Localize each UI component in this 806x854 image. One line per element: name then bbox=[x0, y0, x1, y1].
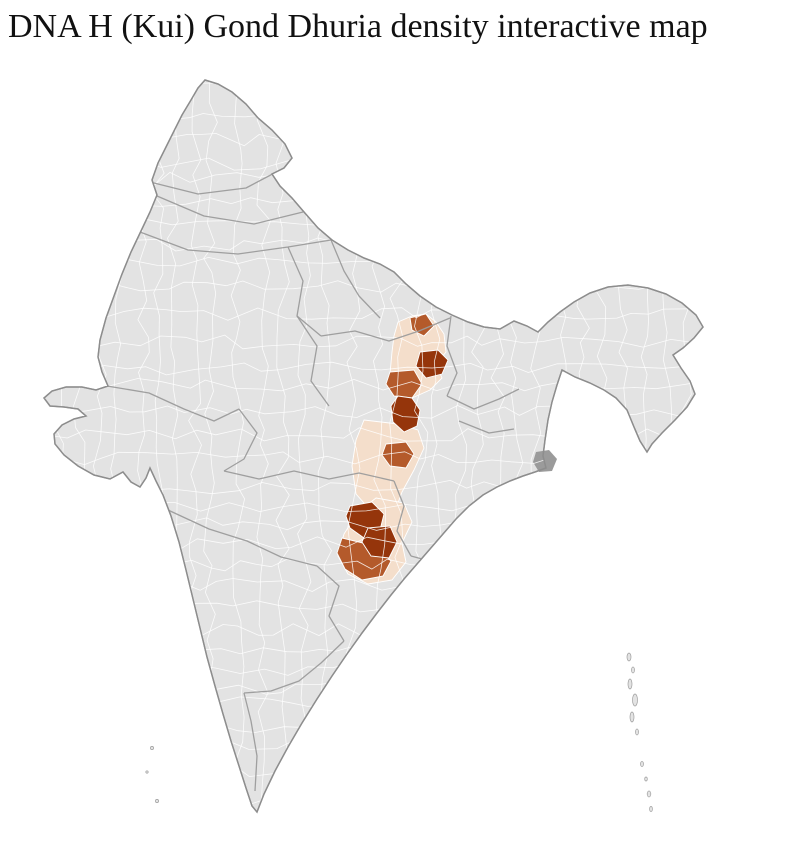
district-border-line bbox=[44, 680, 703, 695]
state-border-line bbox=[156, 195, 304, 225]
state-border-line bbox=[320, 317, 451, 342]
island[interactable] bbox=[627, 678, 633, 690]
district-border-line bbox=[44, 661, 703, 676]
district-border-line bbox=[44, 80, 48, 812]
district-border-line bbox=[44, 720, 703, 733]
district-border-line bbox=[275, 80, 290, 812]
district-region-high[interactable] bbox=[361, 525, 398, 559]
district-border-line bbox=[44, 132, 703, 147]
district-border-line bbox=[614, 80, 629, 812]
district-border-line bbox=[595, 80, 609, 812]
island[interactable] bbox=[632, 693, 638, 707]
district-border-line bbox=[44, 80, 703, 94]
page-title: DNA H (Kui) Gond Dhuria density interact… bbox=[8, 8, 708, 45]
district-border-line bbox=[30, 821, 721, 834]
state-border-line bbox=[287, 246, 322, 337]
district-border-line bbox=[557, 80, 572, 812]
state-border-line bbox=[149, 167, 285, 195]
island[interactable] bbox=[629, 711, 635, 723]
district-border-line bbox=[44, 792, 703, 807]
district-border-line bbox=[44, 762, 703, 778]
island[interactable] bbox=[626, 652, 632, 662]
district-border-line bbox=[576, 80, 591, 812]
lakshadweep-islands[interactable] bbox=[145, 746, 159, 803]
state-border-line bbox=[223, 408, 258, 472]
state-border-line bbox=[458, 420, 515, 434]
state-border-line bbox=[296, 315, 330, 407]
district-border-line bbox=[44, 307, 703, 322]
state-border-line bbox=[223, 470, 395, 482]
state-border-line bbox=[446, 388, 520, 410]
district-border-line bbox=[44, 696, 703, 709]
andaman-nicobar-islands[interactable] bbox=[626, 652, 653, 812]
island[interactable] bbox=[145, 770, 149, 774]
district-border-line bbox=[44, 212, 703, 228]
district-region-high[interactable] bbox=[390, 395, 421, 433]
state-border-line bbox=[106, 385, 240, 422]
district-border-line bbox=[44, 194, 703, 209]
state-border-line bbox=[167, 509, 318, 567]
district-border-line bbox=[52, 80, 67, 812]
island[interactable] bbox=[635, 728, 639, 736]
state-borders bbox=[106, 167, 520, 792]
district-border-line bbox=[634, 80, 649, 812]
state-border-line bbox=[330, 239, 381, 319]
density-regions-layer bbox=[336, 313, 449, 585]
island[interactable] bbox=[155, 799, 159, 803]
district-border-line bbox=[44, 157, 703, 171]
state-border-line bbox=[316, 565, 345, 642]
district-region-high[interactable] bbox=[415, 349, 449, 379]
island[interactable] bbox=[640, 761, 644, 767]
district-border-line bbox=[230, 80, 245, 812]
state-border-line bbox=[446, 315, 458, 397]
island[interactable] bbox=[649, 806, 653, 812]
district-border-line bbox=[679, 80, 695, 812]
island[interactable] bbox=[644, 776, 648, 782]
district-border-line bbox=[44, 106, 703, 121]
island[interactable] bbox=[150, 746, 154, 750]
district-border-line bbox=[44, 361, 703, 376]
district-border-line bbox=[44, 736, 703, 751]
district-border-line bbox=[44, 623, 703, 638]
district-border-line bbox=[44, 171, 703, 186]
state-border-line bbox=[139, 231, 332, 255]
district-border-line bbox=[44, 646, 703, 661]
state-border-line bbox=[243, 640, 345, 694]
district-border-line bbox=[700, 80, 703, 812]
island[interactable] bbox=[646, 790, 652, 798]
district-border-line bbox=[659, 80, 674, 812]
district-border-line bbox=[44, 378, 703, 392]
state-border-line bbox=[393, 480, 412, 557]
island[interactable] bbox=[631, 666, 635, 674]
state-border-line bbox=[243, 692, 258, 792]
district-border-line bbox=[256, 80, 271, 812]
